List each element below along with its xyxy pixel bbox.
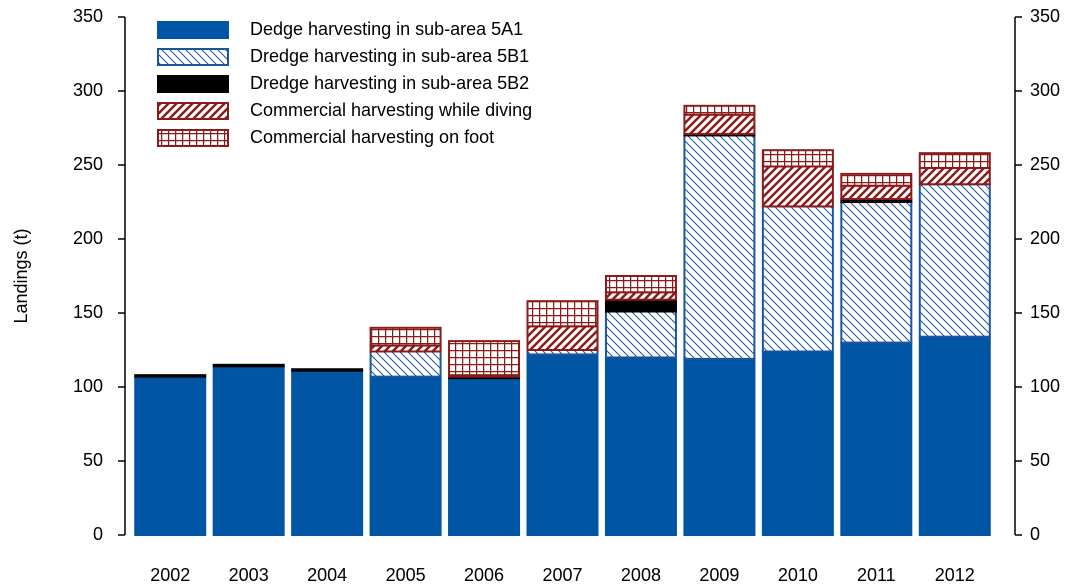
legend-swatch [157,21,229,39]
y-tick-label: 200 [73,228,103,248]
y-tick-label: 150 [73,302,103,322]
bar-segment [212,365,285,536]
y2-tick-label: 0 [1030,524,1040,544]
y2-tick-label: 250 [1030,154,1060,174]
legend-swatch [157,75,229,93]
bar-segment [604,298,677,313]
x-tick-label: 2004 [307,565,347,585]
y-tick-label: 300 [73,80,103,100]
bar-segment [134,375,207,537]
bar-segment [212,363,285,368]
x-tick-label: 2008 [621,565,661,585]
x-tick-label: 2009 [699,565,739,585]
legend-label: Commercial harvesting while diving [250,100,532,120]
y2-tick-label: 150 [1030,302,1060,322]
bar-segment [604,310,677,359]
legend-label: Commercial harvesting on foot [250,127,494,147]
bar-segment [840,172,913,187]
y2-tick-label: 200 [1030,228,1060,248]
bar-segment [604,291,677,301]
x-tick-label: 2005 [386,565,426,585]
x-tick-label: 2011 [857,565,896,585]
bar-segment [761,205,834,353]
legend-label: Dedge harvesting in sub-area 5A1 [250,19,523,39]
bar-segment [683,113,756,135]
bar-segment [683,134,756,360]
y-axis-label: Landings (t) [11,228,31,323]
bar-segment [448,340,521,377]
x-tick-label: 2006 [464,565,504,585]
legend-swatch [157,129,229,147]
x-tick-label: 2010 [778,565,818,585]
bar-segment [291,368,364,372]
y2-tick-label: 350 [1030,6,1060,26]
y2-tick-label: 300 [1030,80,1060,100]
y-tick-label: 50 [83,450,103,470]
bar-segment [526,325,599,352]
bar-segment [840,184,913,201]
bar-segment [918,166,991,186]
x-tick-label: 2002 [150,565,190,585]
x-tick-label: 2012 [935,565,975,585]
y2-tick-label: 50 [1030,450,1050,470]
y-tick-label: 0 [93,524,103,544]
bar-segment [761,149,834,168]
bar-segment [369,375,442,537]
bar-segment [369,326,442,347]
bar-segment [604,275,677,294]
y-tick-label: 350 [73,6,103,26]
bar-segment [291,369,364,536]
bar-segment [840,201,913,344]
bar-segment [683,357,756,536]
bar-segment [448,377,521,536]
y-tick-label: 250 [73,154,103,174]
bar-segment [134,374,207,378]
bar-segment [918,152,991,169]
x-tick-label: 2007 [542,565,582,585]
y-tick-label: 100 [73,376,103,396]
bar-segment [761,165,834,208]
legend-label: Dredge harvesting in sub-area 5B1 [250,46,529,66]
bar-segment [369,350,442,378]
x-tick-label: 2003 [229,565,269,585]
bar-segment [604,356,677,536]
bar-segment [918,335,991,536]
bar-segment [761,350,834,537]
y2-tick-label: 100 [1030,376,1060,396]
legend-swatch [157,48,229,66]
legend-label: Dredge harvesting in sub-area 5B2 [250,73,529,93]
bar-segment [683,104,756,116]
legend-swatch [157,102,229,120]
bar-segment [526,353,599,536]
bar-segment [918,183,991,338]
bar-segment [526,300,599,328]
bar-segment [840,341,913,536]
